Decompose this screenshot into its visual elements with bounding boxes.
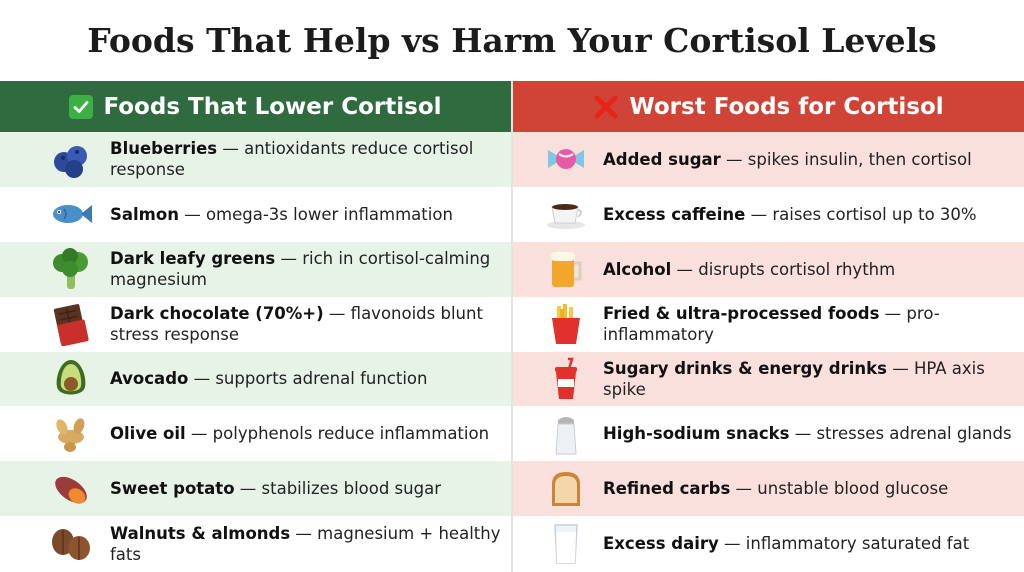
item-name: Salmon [110, 204, 179, 224]
item-description: — supports adrenal function [188, 369, 428, 389]
bread-icon [543, 466, 589, 512]
list-item: Avocado — supports adrenal function [0, 351, 511, 407]
item-description: — raises cortisol up to 30% [745, 204, 977, 224]
item-description: — omega-3s lower inflammation [178, 204, 453, 224]
list-item: Refined carbs — unstable blood glucose [513, 461, 1024, 517]
item-name: Avocado [110, 369, 189, 389]
list-item: Blueberries — antioxidants reduce cortis… [0, 132, 511, 187]
item-description: — inflammatory saturated fat [718, 534, 970, 554]
list-item: Added sugar — spikes insulin, then corti… [513, 132, 1024, 187]
bad-foods-header: Worst Foods for Cortisol [513, 81, 1024, 132]
sparkle-icon [970, 518, 1000, 548]
item-name: Dark leafy greens [110, 249, 276, 269]
broccoli-icon [48, 246, 94, 292]
list-item: Salmon — omega-3s lower inflammation [0, 186, 511, 242]
item-name: Added sugar [603, 149, 721, 169]
nuts-icon [48, 521, 94, 567]
item-name: Sweet potato [110, 479, 235, 499]
list-item: Dark leafy greens — rich in cortisol-cal… [0, 241, 511, 297]
cross-mark-icon [593, 94, 619, 120]
item-description: — disrupts cortisol rhythm [671, 259, 896, 279]
list-item: Alcohol — disrupts cortisol rhythm [513, 241, 1024, 297]
list-item: High-sodium snacks — stresses adrenal gl… [513, 406, 1024, 462]
list-item: Dark chocolate (70%+) — flavonoids blunt… [0, 296, 511, 352]
list-item: Fried & ultra-processed foods — pro-infl… [513, 296, 1024, 352]
item-description: — stabilizes blood sugar [234, 479, 441, 499]
item-name: Blueberries [110, 139, 218, 159]
bad-foods-header-label: Worst Foods for Cortisol [629, 93, 944, 120]
item-name: Excess dairy [603, 534, 719, 554]
ginger-root-icon [48, 411, 94, 457]
item-name: Dark chocolate (70%+) [110, 304, 324, 324]
soda-cup-icon [543, 356, 589, 402]
good-foods-header-label: Foods That Lower Cortisol [103, 93, 442, 120]
item-name: Sugary drinks & energy drinks [603, 358, 887, 378]
avocado-icon [48, 356, 94, 402]
item-description: — polyphenols reduce inflammation [185, 424, 490, 444]
item-name: High-sodium snacks [603, 424, 790, 444]
item-name: Refined carbs [603, 479, 731, 499]
chocolate-bar-icon [48, 301, 94, 347]
list-item: Olive oil — polyphenols reduce inflammat… [0, 406, 511, 462]
blueberries-icon [48, 136, 94, 182]
list-item: Excess dairy — inflammatory saturated fa… [513, 516, 1024, 571]
candy-icon [543, 136, 589, 182]
item-description: — unstable blood glucose [730, 479, 949, 499]
list-item: Sugary drinks & energy drinks — HPA axis… [513, 351, 1024, 407]
good-foods-header: Foods That Lower Cortisol [0, 81, 511, 132]
item-description: — HPA axis spike [603, 358, 985, 399]
list-item: Sweet potato — stabilizes blood sugar [0, 461, 511, 517]
good-foods-column: Foods That Lower Cortisol Blueberries — … [0, 81, 511, 572]
item-name: Walnuts & almonds [110, 523, 291, 543]
item-description: — antioxidants reduce cortisol response [110, 139, 474, 180]
item-name: Fried & ultra-processed foods [603, 304, 880, 324]
coffee-cup-icon [543, 191, 589, 237]
list-item: Excess caffeine — raises cortisol up to … [513, 186, 1024, 242]
item-description: — rich in cortisol-calming magnesium [110, 249, 491, 290]
item-name: Excess caffeine [603, 204, 746, 224]
fish-icon [48, 191, 94, 237]
sweet-potato-icon [48, 466, 94, 512]
item-description: — stresses adrenal glands [789, 424, 1012, 444]
beer-mug-icon [543, 246, 589, 292]
item-description: — flavonoids blunt stress response [110, 304, 483, 345]
bad-foods-column: Worst Foods for Cortisol Added sugar — s… [513, 81, 1024, 572]
milk-glass-icon [543, 521, 589, 567]
item-description: — spikes insulin, then cortisol [720, 149, 972, 169]
item-description: — magnesium + healthy fats [110, 523, 501, 564]
page-title: Foods That Help vs Harm Your Cortisol Le… [87, 20, 937, 60]
salt-shaker-icon [543, 411, 589, 457]
item-description: — pro-inflammatory [603, 304, 940, 345]
french-fries-icon [543, 301, 589, 347]
item-name: Olive oil [110, 424, 186, 444]
column-divider [511, 81, 513, 572]
check-mark-icon [69, 94, 94, 119]
item-name: Alcohol [603, 259, 672, 279]
list-item: Walnuts & almonds — magnesium + healthy … [0, 516, 511, 571]
